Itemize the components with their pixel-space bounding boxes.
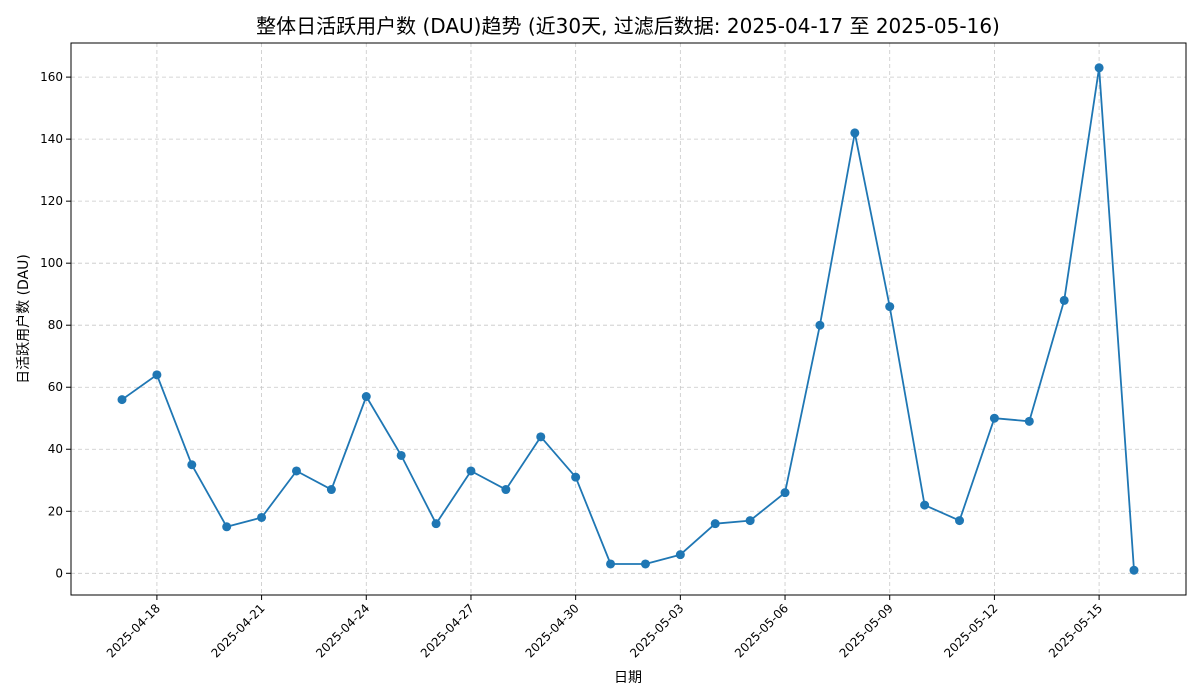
- dau-data-point: [501, 485, 511, 495]
- y-axis-ticks: 0 20 40 60 80 100 120 140 160: [40, 70, 71, 580]
- x-tick-label: 2025-04-21: [208, 601, 267, 660]
- dau-data-point: [710, 519, 720, 529]
- dau-data-point: [222, 522, 232, 532]
- dau-data-point: [571, 472, 581, 482]
- y-tick-label: 60: [48, 380, 63, 394]
- grid-lines: [71, 43, 1186, 595]
- y-tick-label: 0: [55, 566, 63, 580]
- series-points-layer: [117, 63, 1139, 575]
- dau-data-point: [606, 559, 616, 569]
- x-tick-label: 2025-05-06: [732, 601, 791, 660]
- dau-data-point: [1024, 416, 1034, 426]
- y-tick-label: 140: [40, 132, 63, 146]
- dau-data-point: [1094, 63, 1104, 73]
- dau-data-point: [989, 413, 999, 423]
- y-tick-label: 80: [48, 318, 63, 332]
- dau-data-point: [187, 460, 197, 470]
- x-tick-label: 2025-05-03: [627, 601, 686, 660]
- dau-data-point: [431, 519, 441, 529]
- dau-data-point: [291, 466, 301, 476]
- dau-series-line: [121, 66, 1135, 571]
- dau-data-point: [152, 370, 162, 380]
- dau-data-point: [257, 512, 267, 522]
- dau-data-point: [920, 500, 930, 510]
- x-tick-label: 2025-05-09: [837, 601, 896, 660]
- dau-data-point: [780, 488, 790, 498]
- x-tick-label: 2025-05-15: [1046, 601, 1105, 660]
- y-tick-label: 100: [40, 256, 63, 270]
- plot-frame: [70, 42, 1187, 596]
- dau-data-point: [117, 395, 127, 405]
- dau-data-point: [640, 559, 650, 569]
- x-tick-label: 2025-05-12: [941, 601, 1000, 660]
- y-tick-label: 40: [48, 442, 63, 456]
- dau-data-point: [745, 516, 755, 526]
- x-tick-label: 2025-04-18: [104, 601, 163, 660]
- y-tick-label: 160: [40, 70, 63, 84]
- dau-data-point: [1129, 565, 1139, 575]
- x-tick-label: 2025-04-27: [418, 601, 477, 660]
- y-axis-label: 日活跃用户数 (DAU): [15, 254, 32, 384]
- dau-data-point: [361, 392, 371, 402]
- x-axis-ticks: 2025-04-18 2025-04-21 2025-04-24 2025-04-27…: [104, 595, 1105, 660]
- dau-data-point: [850, 128, 860, 138]
- y-tick-label: 120: [40, 194, 63, 208]
- dau-data-point: [815, 320, 825, 330]
- dau-data-point: [675, 550, 685, 560]
- x-tick-label: 2025-04-24: [313, 601, 372, 660]
- dau-data-point: [885, 302, 895, 312]
- dau-data-point: [955, 516, 965, 526]
- y-tick-label: 20: [48, 504, 63, 518]
- x-tick-label: 2025-04-30: [523, 601, 582, 660]
- dau-data-point: [326, 485, 336, 495]
- dau-data-point: [1059, 295, 1069, 305]
- dau-data-point: [536, 432, 546, 442]
- dau-data-point: [466, 466, 476, 476]
- chart-title: 整体日活跃用户数 (DAU)趋势 (近30天, 过滤后数据: 2025-04-1…: [256, 14, 1000, 38]
- x-axis-label: 日期: [614, 670, 642, 686]
- dau-data-point: [396, 450, 406, 460]
- series-line-layer: [121, 66, 1135, 571]
